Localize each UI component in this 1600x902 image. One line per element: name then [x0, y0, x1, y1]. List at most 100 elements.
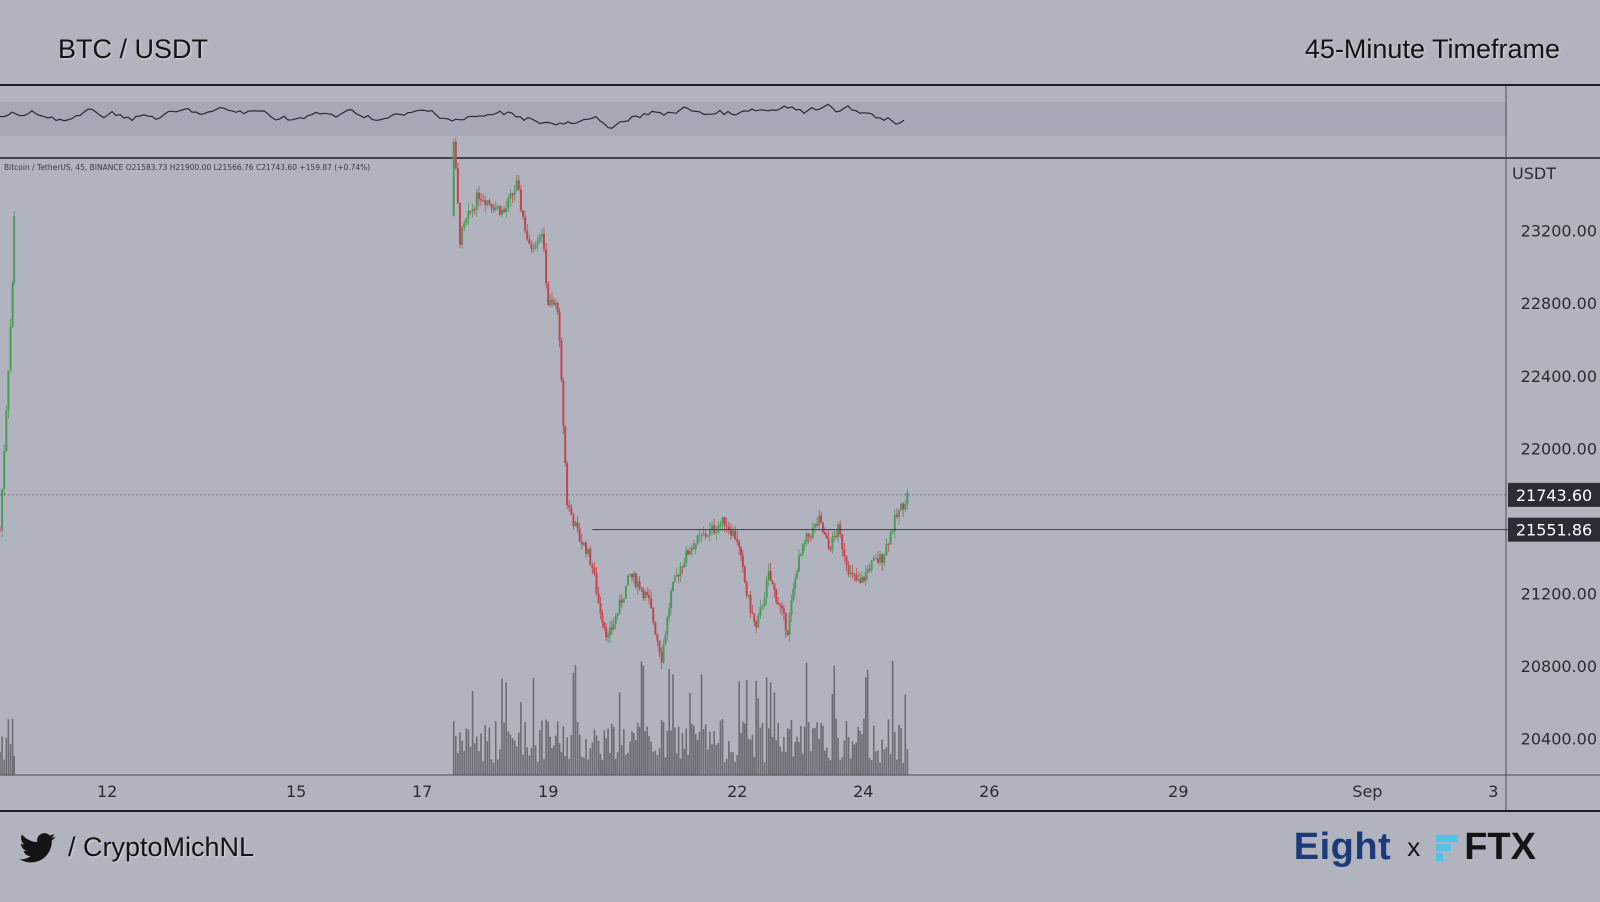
candle-body: [658, 640, 661, 653]
volume-bar: [581, 756, 583, 775]
volume-bar: [611, 723, 613, 775]
candle-body: [713, 525, 716, 533]
volume-bar: [767, 728, 770, 775]
volume-bar: [507, 731, 510, 775]
twitter-bird-icon: [20, 832, 56, 862]
candle-body: [673, 576, 676, 583]
volume-bar: [761, 723, 764, 775]
volume-bar: [773, 692, 776, 775]
rsi-pane: [0, 102, 1600, 159]
volume-bar: [864, 677, 867, 775]
candle-body: [755, 621, 758, 628]
volume-bar: [868, 758, 871, 775]
volume-bar: [687, 754, 689, 775]
volume-bar: [896, 759, 898, 775]
candle-body: [505, 207, 508, 213]
volume-bar: [459, 732, 461, 775]
volume-bar: [755, 680, 757, 775]
volume-bar: [702, 729, 705, 775]
volume-bar: [732, 751, 734, 775]
volume-bar: [614, 758, 617, 775]
volume-bar: [775, 740, 778, 775]
volume-bar: [583, 757, 585, 775]
candle-body: [786, 630, 789, 635]
x-tick-label: 26: [979, 782, 999, 801]
candle-body: [715, 532, 718, 534]
volume-bar: [837, 737, 839, 775]
x-tick-label: 22: [727, 782, 747, 801]
volume-bar: [648, 736, 650, 775]
volume-bar: [816, 722, 818, 775]
volume-bar: [870, 760, 873, 775]
volume-bar: [609, 752, 611, 775]
volume-bar: [9, 744, 12, 775]
volume-bar: [469, 746, 472, 775]
candle-body: [797, 555, 800, 572]
candle-body: [479, 199, 482, 201]
volume-bar: [642, 665, 645, 775]
candle-body: [5, 410, 8, 452]
volume-bar: [625, 754, 627, 775]
volume-bar: [572, 672, 575, 775]
candle-body: [784, 612, 787, 631]
candle-body: [616, 613, 619, 616]
candle-body: [467, 211, 470, 219]
candle-body: [532, 248, 535, 250]
volume-bar: [3, 759, 6, 775]
volume-bar: [709, 731, 711, 775]
volume-bar: [539, 730, 541, 775]
candle-body: [906, 492, 909, 504]
y-tick-label: 22000.00: [1521, 439, 1597, 458]
volume-bar: [723, 761, 726, 775]
volume-bar: [532, 678, 535, 775]
volume-bar: [618, 692, 621, 775]
volume-bar: [851, 741, 854, 775]
candle-body: [721, 516, 724, 525]
price-label-box: [1508, 482, 1600, 507]
candle-body: [595, 573, 598, 594]
volume-bar: [831, 693, 834, 775]
candle-body: [624, 585, 627, 599]
candle-body: [585, 542, 588, 554]
candle-body: [622, 598, 625, 603]
candle-body: [843, 549, 846, 557]
candle-body: [666, 616, 669, 635]
candle-body: [540, 234, 543, 237]
candle-body: [610, 627, 613, 630]
price-label-text: 21551.86: [1516, 521, 1592, 540]
volume-bar: [883, 749, 886, 775]
volume-bar: [794, 742, 797, 775]
y-tick-label: 22800.00: [1521, 294, 1597, 313]
twitter-handle: / CryptoMichNL: [68, 832, 255, 862]
volume-bar: [740, 732, 742, 775]
candle-body: [556, 302, 559, 313]
volume-bar: [825, 747, 828, 775]
volume-bar: [574, 665, 577, 775]
candle-body: [618, 599, 621, 614]
candle-body: [827, 538, 830, 548]
volume-bar: [522, 754, 524, 775]
candle-body: [687, 550, 690, 555]
volume-bar: [528, 755, 531, 775]
candle-body: [743, 566, 746, 583]
volume-bar: [518, 732, 520, 775]
candle-body: [751, 612, 754, 614]
candle-body: [734, 530, 737, 540]
candle-body: [702, 533, 705, 535]
volume-bar: [644, 731, 647, 775]
candle-body: [862, 577, 865, 581]
candle-body: [644, 592, 647, 599]
volume-bar: [591, 742, 594, 775]
candle-body: [461, 227, 464, 245]
candle-body: [515, 180, 518, 192]
volume-bar: [784, 751, 787, 775]
twitter-credit[interactable]: / CryptoMichNL: [20, 832, 254, 863]
volume-bar: [666, 730, 669, 775]
volume-bar: [568, 758, 571, 775]
volume-bar: [475, 736, 478, 775]
candle-body: [488, 200, 491, 204]
candle-body: [685, 550, 688, 563]
volume-bar: [607, 728, 609, 775]
x-tick-label: Sep: [1352, 782, 1382, 801]
